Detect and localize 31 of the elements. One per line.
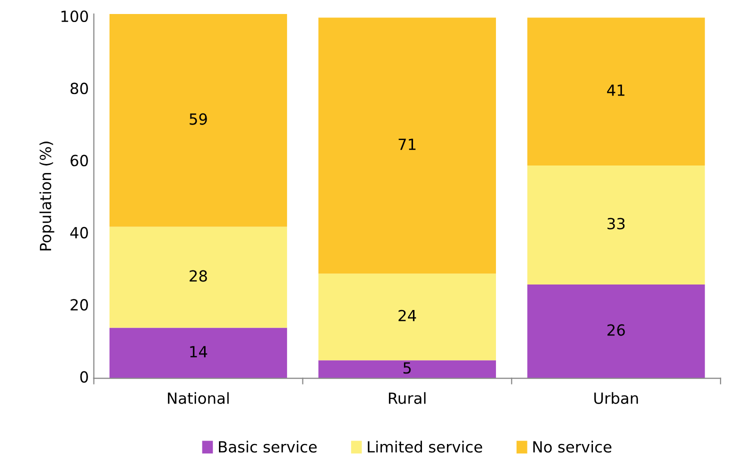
bar	[318, 274, 496, 360]
data-label: 59	[190, 113, 207, 125]
data-label: 5	[404, 362, 411, 374]
bar	[109, 328, 288, 378]
y-tick-label: 40	[70, 226, 88, 238]
x-tick-label: Rural	[388, 392, 426, 404]
y-tick-label: 100	[61, 10, 88, 22]
x-tick-label: National	[168, 392, 229, 404]
bar	[527, 18, 705, 166]
data-label: 24	[398, 310, 416, 322]
x-tick-label: Urban	[594, 392, 638, 404]
y-axis-title: Population (%)	[39, 142, 54, 250]
bar	[527, 284, 705, 378]
bar	[318, 18, 496, 274]
data-label: 33	[608, 218, 625, 230]
bar	[318, 360, 496, 378]
data-label: 28	[190, 270, 207, 282]
y-tick-label: 20	[70, 299, 88, 311]
legend-label: No service	[533, 440, 612, 453]
data-label: 41	[607, 84, 624, 96]
y-tick-label: 80	[70, 82, 88, 94]
data-label: 14	[190, 346, 208, 358]
y-tick-label: 0	[80, 371, 88, 383]
y-tick-label: 60	[70, 154, 88, 166]
bar	[527, 165, 705, 284]
data-label: 26	[607, 324, 625, 336]
bar	[109, 14, 288, 227]
data-label: 71	[398, 138, 416, 150]
legend-label: Limited service	[368, 440, 482, 453]
bar	[109, 226, 288, 328]
legend-label: Basic service	[218, 440, 317, 453]
